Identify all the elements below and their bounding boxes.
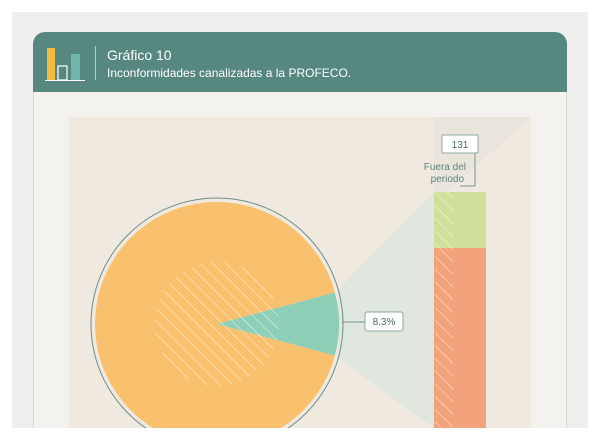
header-divider [95,46,96,80]
pie [90,197,344,428]
chart-title: Inconformidades canalizadas a la PROFECO… [107,66,352,80]
pie-outline [90,197,344,428]
pct-box [364,311,404,332]
card-body [33,92,567,428]
card-header: Gráfico 10 Inconformidades canalizadas a… [33,32,567,92]
bar-chart-logo-icon [45,48,85,81]
bar-hatch [435,192,453,428]
page-background: Gráfico 10 Inconformidades canalizadas a… [12,12,588,428]
pie-center-hatch [155,262,279,386]
value-box-131 [441,134,479,154]
pct-label: 8.3% [373,317,396,328]
chart-number: Gráfico 10 [107,47,172,63]
segment-label-fuera: Fuera del [424,162,466,173]
segment-label-periodo: periodo [431,174,465,185]
connector-fan [338,192,434,428]
value-label-131: 131 [452,140,469,151]
breakdown-bar [434,192,486,428]
